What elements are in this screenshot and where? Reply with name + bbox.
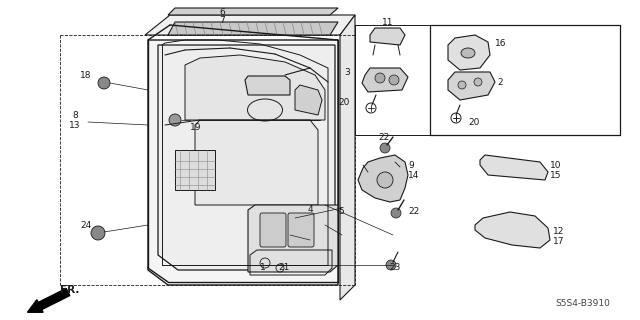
Text: FR.: FR.	[60, 285, 79, 295]
Text: 2: 2	[497, 77, 502, 86]
Circle shape	[458, 81, 466, 89]
Text: 21: 21	[278, 263, 289, 273]
Polygon shape	[248, 205, 338, 272]
Circle shape	[91, 226, 105, 240]
Polygon shape	[448, 72, 495, 100]
Text: 10: 10	[550, 161, 561, 170]
Circle shape	[389, 75, 399, 85]
Circle shape	[375, 73, 385, 83]
Text: 24: 24	[81, 220, 92, 229]
Text: 1: 1	[260, 263, 266, 273]
Circle shape	[386, 260, 396, 270]
Text: 22: 22	[408, 207, 419, 217]
Text: 15: 15	[550, 171, 561, 180]
Text: 14: 14	[408, 171, 419, 180]
Polygon shape	[480, 155, 548, 180]
Polygon shape	[175, 150, 215, 190]
Text: 17: 17	[553, 237, 564, 246]
Text: 11: 11	[382, 18, 394, 27]
Polygon shape	[168, 8, 338, 15]
Text: S5S4-B3910: S5S4-B3910	[555, 299, 610, 308]
Text: 4: 4	[307, 205, 313, 214]
Text: 18: 18	[80, 70, 92, 79]
Polygon shape	[475, 212, 550, 248]
Text: 22: 22	[378, 132, 389, 141]
Text: 7: 7	[219, 15, 225, 25]
Text: 23: 23	[389, 263, 401, 273]
Polygon shape	[362, 68, 408, 92]
Polygon shape	[245, 76, 290, 95]
Polygon shape	[195, 120, 318, 205]
Text: 9: 9	[408, 161, 413, 170]
Text: 16: 16	[495, 38, 506, 47]
Circle shape	[377, 172, 393, 188]
Circle shape	[474, 78, 482, 86]
Text: 8: 8	[72, 110, 78, 119]
Circle shape	[169, 114, 181, 126]
Polygon shape	[448, 35, 490, 70]
Polygon shape	[295, 85, 322, 115]
Polygon shape	[145, 15, 355, 35]
Circle shape	[391, 208, 401, 218]
Text: 19: 19	[190, 123, 202, 132]
Circle shape	[380, 143, 390, 153]
Text: 5: 5	[338, 207, 344, 217]
Polygon shape	[370, 28, 405, 45]
Polygon shape	[168, 22, 338, 35]
Text: 12: 12	[553, 228, 564, 236]
Polygon shape	[340, 15, 355, 300]
FancyBboxPatch shape	[288, 213, 314, 247]
Ellipse shape	[461, 48, 475, 58]
Circle shape	[98, 77, 110, 89]
FancyBboxPatch shape	[260, 213, 286, 247]
Text: 6: 6	[219, 7, 225, 17]
Polygon shape	[358, 155, 408, 202]
Polygon shape	[148, 40, 338, 285]
FancyArrow shape	[28, 288, 70, 312]
Text: 13: 13	[69, 121, 81, 130]
Text: 3: 3	[344, 68, 350, 76]
Text: 20: 20	[339, 98, 350, 107]
Polygon shape	[185, 55, 325, 120]
Text: 20: 20	[468, 117, 479, 126]
Polygon shape	[158, 45, 335, 270]
